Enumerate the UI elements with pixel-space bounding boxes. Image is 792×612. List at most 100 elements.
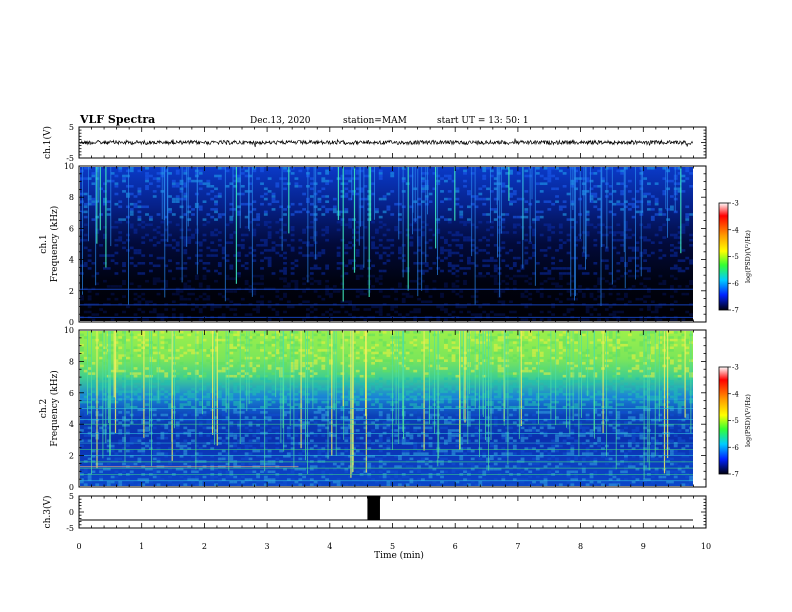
spectrogram-cell — [141, 343, 146, 347]
spectrogram-cell — [152, 398, 157, 401]
spectrogram-cell — [654, 197, 659, 201]
spectrogram-cell — [206, 393, 211, 396]
spectrogram-cell — [470, 465, 475, 468]
spectrogram-cell — [95, 313, 100, 316]
spectrogram-cell — [424, 457, 429, 461]
spectrogram-cell — [221, 295, 226, 298]
spectrogram-cell — [524, 246, 529, 250]
spectrogram-cell — [589, 295, 594, 298]
spectrogram-cell — [313, 465, 318, 468]
spectrogram-cell — [658, 274, 663, 278]
spectrogram-cell — [359, 390, 364, 393]
spectrogram-cell — [436, 228, 441, 232]
spectrogram-cell — [175, 185, 180, 188]
spectrogram-cell — [329, 359, 333, 362]
spectrogram-cell — [221, 256, 226, 260]
spectrogram-cell — [171, 300, 176, 304]
spectrogram-cell — [317, 282, 322, 286]
spectrogram-cell — [444, 285, 448, 288]
spectrogram-cell — [160, 424, 165, 427]
spectrogram-cell — [371, 403, 376, 406]
spectrogram-cell — [524, 305, 529, 309]
spectrogram-cell — [133, 418, 138, 422]
spectrogram-cell — [647, 167, 651, 170]
spectrogram-cell — [436, 372, 441, 375]
spectrogram-cell — [612, 285, 617, 288]
spectrogram-cell — [256, 374, 261, 378]
spectrogram-cell — [555, 200, 559, 203]
spectrogram-cell — [229, 349, 234, 352]
spectrogram-cell — [194, 411, 199, 414]
spectrogram-cell — [555, 285, 559, 288]
figure-title: VLF Spectra — [79, 113, 155, 126]
spectrogram-cell — [248, 182, 253, 185]
spectrogram-cell — [371, 367, 376, 370]
spectrogram-cell — [497, 460, 502, 463]
spectrogram-cell — [352, 395, 356, 399]
spectrogram-cell — [440, 436, 444, 440]
spectrogram-cell — [597, 197, 602, 201]
spectrogram-cell — [601, 233, 605, 237]
spectrogram-cell — [103, 182, 107, 185]
spectrogram-cell — [271, 249, 276, 252]
spectrogram-cell — [214, 346, 218, 350]
spectrogram-cell — [486, 395, 490, 399]
spectrogram-cell — [309, 364, 314, 368]
spectrogram-cell — [467, 470, 471, 474]
spectrogram-cell — [160, 279, 165, 283]
spectrogram-cell — [467, 449, 471, 453]
spectrogram-cell — [512, 200, 517, 203]
spectrogram-cell — [275, 351, 280, 355]
spectrogram-cell — [240, 202, 245, 206]
spectrogram-cell — [371, 390, 376, 393]
spectrogram-cell — [390, 213, 395, 216]
spectrogram-cell — [271, 195, 276, 198]
spectrogram-cell — [493, 380, 498, 383]
spectrogram-cell — [99, 346, 104, 350]
spectrogram-cell — [202, 411, 207, 414]
spectrogram-cell — [298, 424, 303, 427]
spectrogram-cell — [263, 377, 268, 381]
spectrogram-cell — [436, 411, 441, 414]
spectrogram-cell — [225, 374, 230, 378]
spectrogram-cell — [570, 185, 575, 188]
spectrogram-cell — [325, 387, 330, 391]
spectrogram-cell — [114, 359, 119, 362]
spectrogram-cell — [103, 377, 107, 381]
spectrogram-cell — [191, 418, 195, 422]
spectrogram-cell — [367, 475, 372, 479]
spectrogram-cell — [355, 377, 360, 381]
spectrogram-cell — [214, 218, 218, 221]
spectrogram-cell — [512, 256, 517, 260]
spectrogram-cell — [417, 277, 421, 280]
spectrogram-cell — [149, 377, 153, 381]
spectrogram-cell — [194, 452, 199, 455]
spectrogram-cell — [371, 246, 376, 250]
spectrogram-cell — [256, 308, 261, 311]
spectrogram-cell — [355, 254, 360, 257]
spectrogram-cell — [444, 341, 448, 344]
spectrogram-cell — [608, 226, 613, 229]
spectrogram-cell — [520, 292, 525, 296]
spectrogram-cell — [348, 424, 353, 427]
spectrogram-cell — [627, 236, 632, 239]
spectrogram-cell — [493, 439, 498, 443]
spectrogram-cell — [474, 336, 479, 339]
spectrogram-cell — [160, 346, 165, 350]
spectrogram-cell — [463, 169, 467, 173]
spectrogram-cell — [647, 208, 651, 211]
spectrogram-cell — [421, 279, 425, 283]
spectrogram-cell — [332, 351, 337, 355]
spectrogram-cell — [478, 434, 483, 437]
spectrogram-cell — [122, 262, 126, 265]
spectrogram-cell — [570, 179, 575, 183]
spectrogram-cell — [336, 465, 341, 468]
spectrogram-cell — [275, 231, 280, 234]
spectrogram-cell — [164, 395, 169, 399]
spectrogram-cell — [221, 367, 226, 370]
spectrogram-cell — [616, 251, 621, 255]
spectrogram-cell — [179, 362, 184, 365]
spectrogram-cell — [80, 418, 84, 422]
spectrogram-cell — [309, 177, 314, 180]
spectrogram-cell — [658, 228, 663, 232]
